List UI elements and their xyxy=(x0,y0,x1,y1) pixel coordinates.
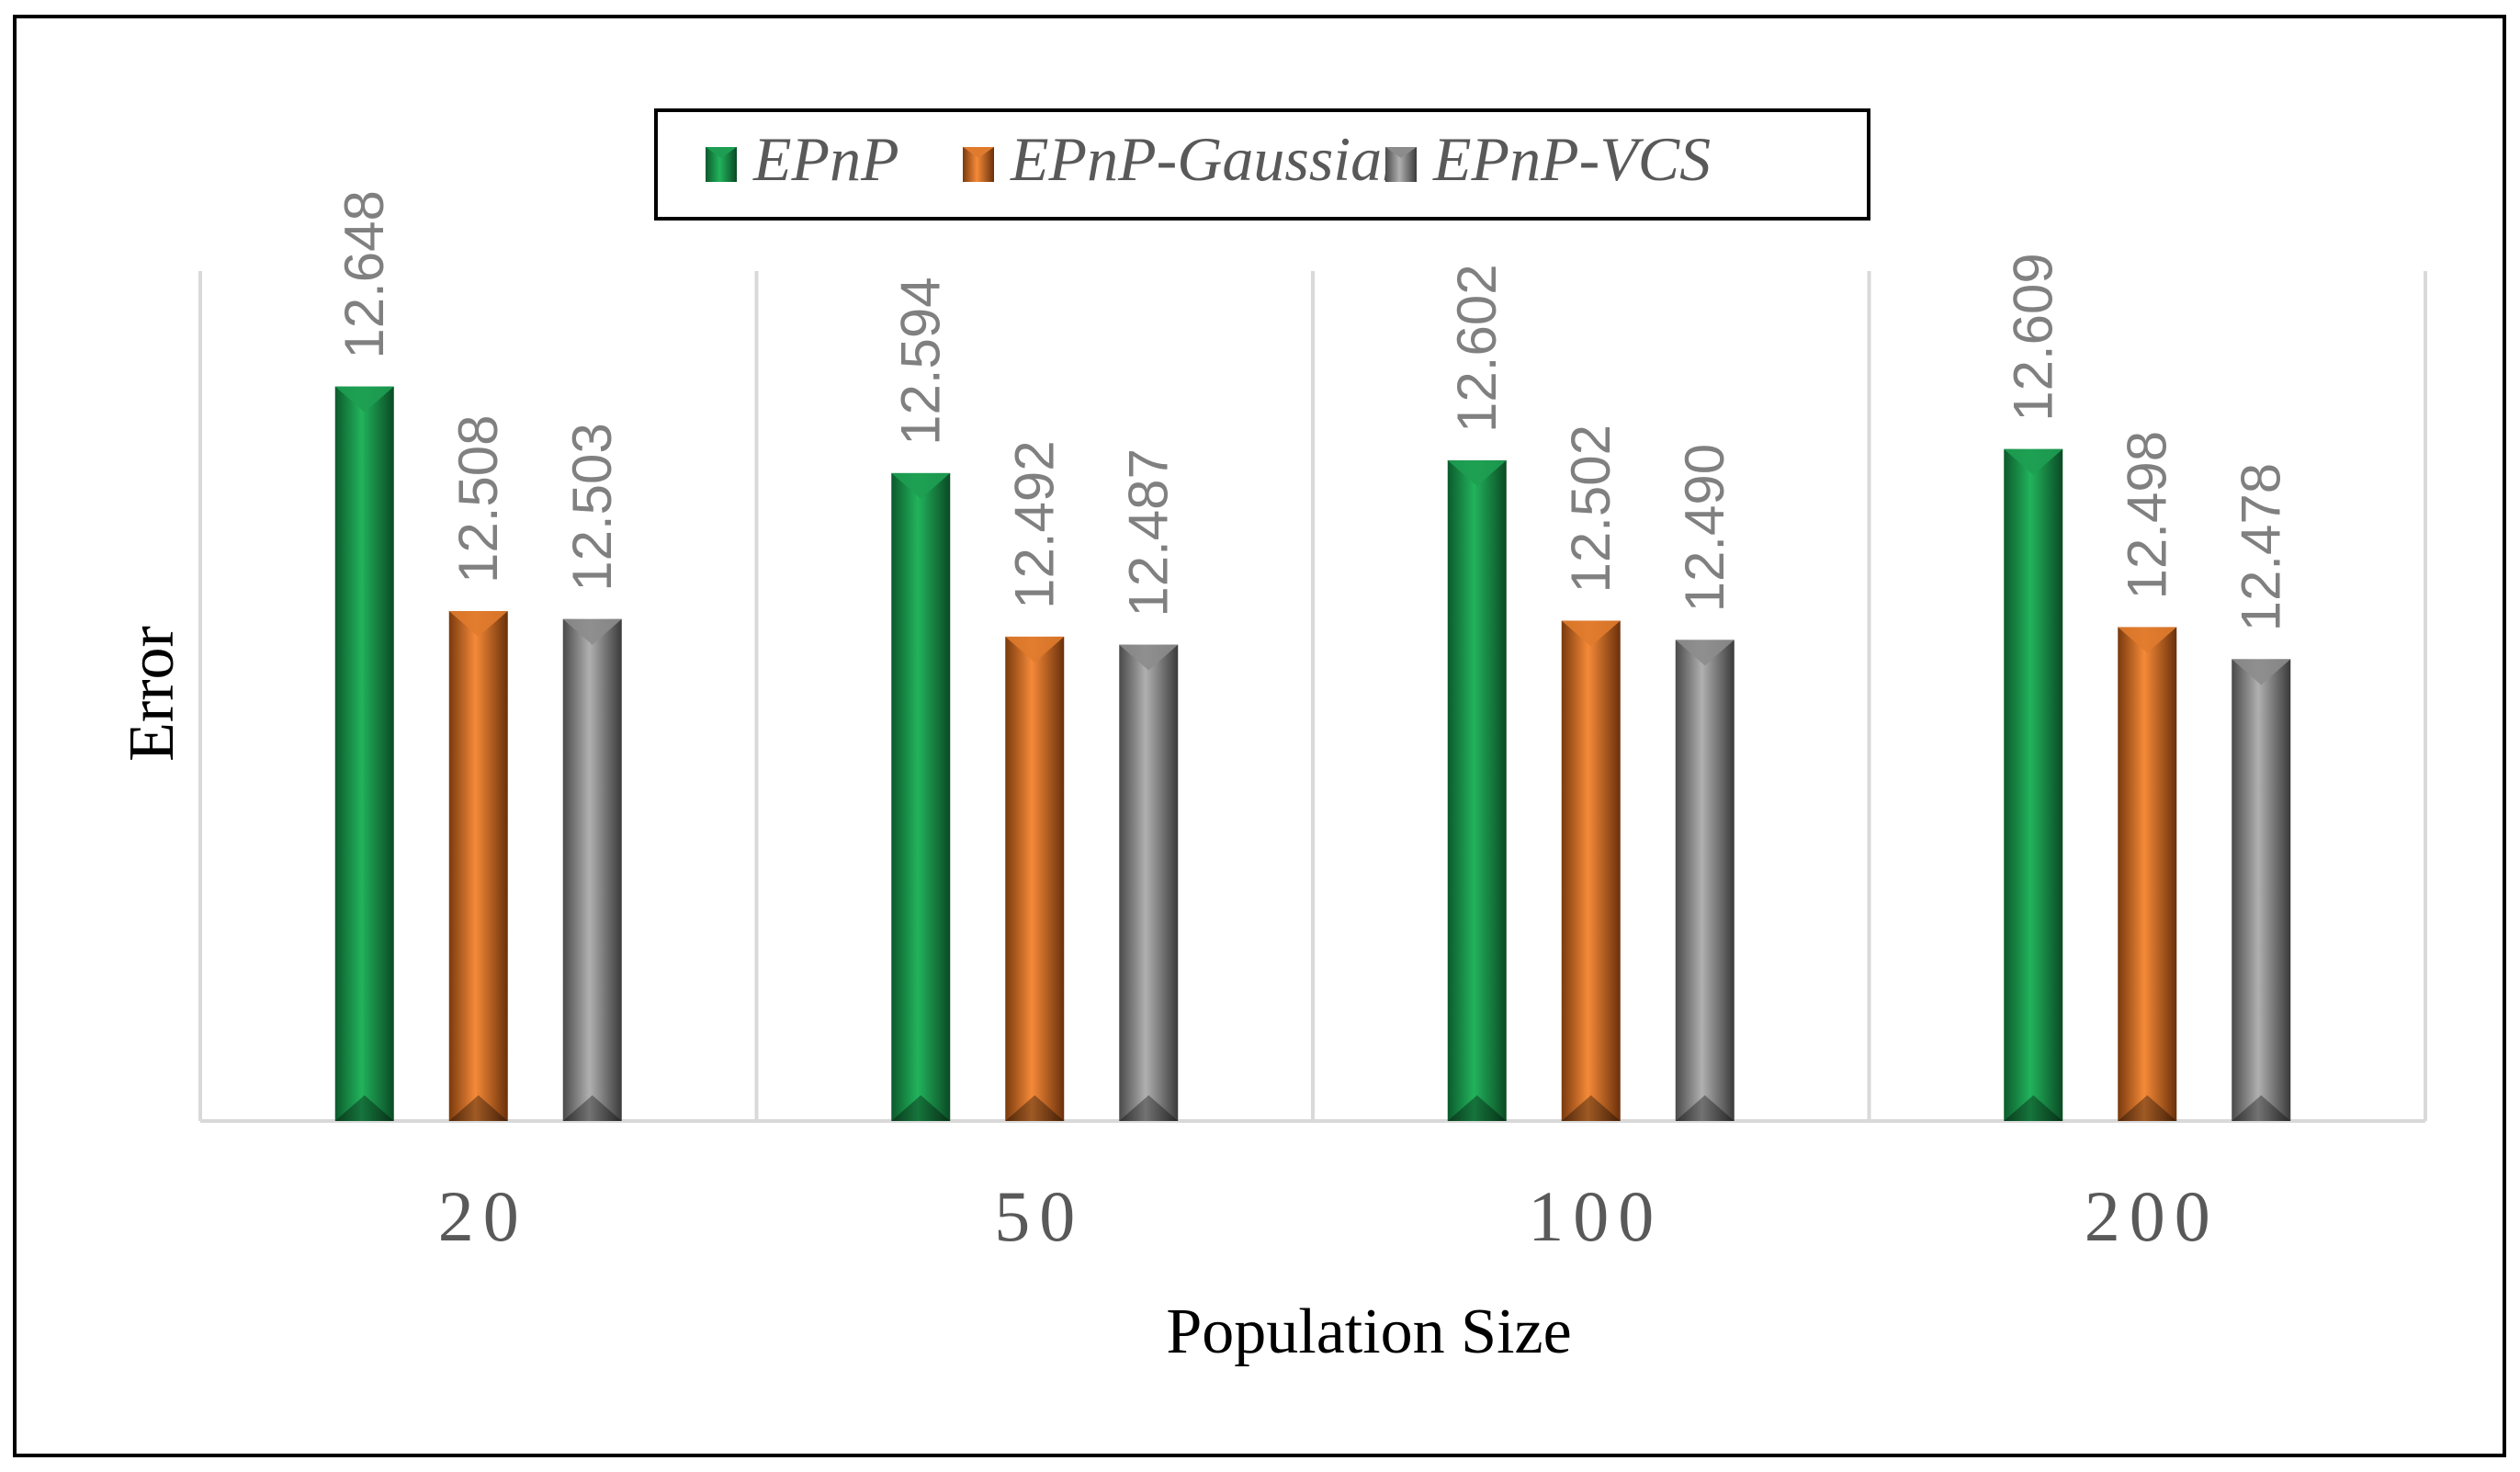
legend: EPnP EPnP-Gaussian EPnP-VCS xyxy=(654,108,1870,221)
legend-box xyxy=(654,108,1870,221)
data-labels: 12.648 12.508 12.503 12.594 12.492 12.487 12.6… xyxy=(333,190,2292,631)
data-label-epnp-vcs-100: 12.490 xyxy=(1674,444,1735,613)
bar-epnp-vcs-20 xyxy=(562,618,622,1121)
data-label-epnp-100: 12.602 xyxy=(1446,264,1508,433)
x-tick-labels: 20 50 100 200 xyxy=(438,1176,2220,1256)
bar-epnp-100 xyxy=(1447,459,1507,1122)
x-tick-50: 50 xyxy=(994,1176,1084,1256)
x-axis-title: Population Size xyxy=(1166,1296,1571,1367)
data-label-epnp-20: 12.648 xyxy=(333,190,395,359)
bar-epnp-20 xyxy=(334,386,394,1121)
bar-epnp-gaussian-50 xyxy=(1005,636,1065,1121)
bar-epnp-vcs-100 xyxy=(1675,640,1735,1121)
x-tick-200: 200 xyxy=(2085,1176,2220,1256)
bars xyxy=(334,386,2291,1122)
data-label-epnp-50: 12.594 xyxy=(889,277,951,446)
bar-epnp-gaussian-200 xyxy=(2118,627,2177,1121)
bar-epnp-50 xyxy=(891,472,951,1121)
data-label-epnp-gaussian-200: 12.498 xyxy=(2116,431,2177,600)
legend-label: EPnP-Gaussian xyxy=(1010,124,1413,194)
y-axis-title: Error xyxy=(117,626,187,762)
data-label-epnp-vcs-50: 12.487 xyxy=(1117,448,1179,617)
bar-epnp-gaussian-100 xyxy=(1561,620,1621,1121)
data-label-epnp-vcs-200: 12.478 xyxy=(2230,463,2291,632)
data-label-epnp-gaussian-20: 12.508 xyxy=(447,414,509,583)
data-label-epnp-200: 12.609 xyxy=(2002,253,2063,422)
legend-label: EPnP xyxy=(752,124,899,194)
legend-item-epnp-vcs: EPnP-VCS xyxy=(1385,124,1711,194)
legend-label: EPnP-VCS xyxy=(1432,124,1711,194)
x-tick-20: 20 xyxy=(438,1176,528,1256)
x-tick-100: 100 xyxy=(1528,1176,1663,1256)
bar-epnp-200 xyxy=(2004,448,2063,1121)
bar-epnp-gaussian-20 xyxy=(448,611,508,1121)
data-label-epnp-gaussian-50: 12.492 xyxy=(1003,440,1065,609)
legend-item-epnp-gaussian: EPnP-Gaussian xyxy=(963,124,1413,194)
bar-epnp-vcs-200 xyxy=(2232,659,2291,1121)
data-label-epnp-vcs-20: 12.503 xyxy=(561,423,623,592)
legend-item-epnp: EPnP xyxy=(706,124,899,194)
data-label-epnp-gaussian-100: 12.502 xyxy=(1560,425,1622,594)
bar-epnp-vcs-50 xyxy=(1119,644,1179,1121)
chart-frame xyxy=(13,15,2506,1457)
